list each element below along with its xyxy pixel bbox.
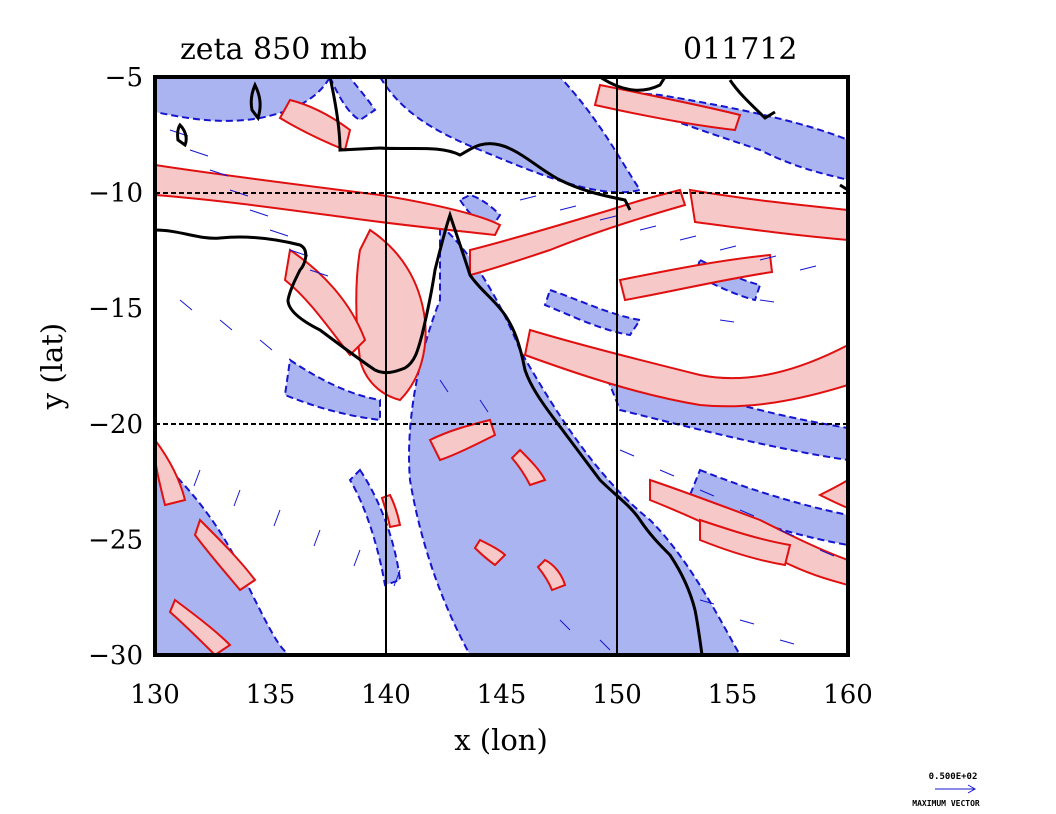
wind-vectors bbox=[169, 129, 835, 651]
positive-vorticity-fill bbox=[155, 83, 848, 655]
x-tick-label: 140 bbox=[361, 680, 411, 710]
x-tick-label: 130 bbox=[130, 680, 180, 710]
x-axis-ticks: 130 135 140 145 150 155 160 bbox=[130, 680, 873, 710]
x-tick-label: 150 bbox=[592, 680, 642, 710]
vector-key: 0.500E+02 MAXIMUM VECTOR bbox=[912, 772, 980, 808]
coastline bbox=[155, 77, 848, 655]
vector-key-arrowhead bbox=[967, 784, 977, 794]
grid-lines bbox=[155, 77, 848, 655]
chart-timestamp: 011712 bbox=[683, 32, 798, 67]
plot-area bbox=[155, 77, 848, 655]
x-tick-label: 145 bbox=[477, 680, 527, 710]
y-axis-ticks: −5 −10 −15 −20 −25 −30 bbox=[88, 63, 143, 671]
x-tick-label: 160 bbox=[823, 680, 873, 710]
y-tick-label: −10 bbox=[88, 179, 143, 209]
y-tick-label: −5 bbox=[105, 63, 143, 93]
plot-frame bbox=[153, 75, 850, 657]
y-tick-label: −15 bbox=[88, 294, 143, 324]
x-tick-label: 155 bbox=[708, 680, 758, 710]
y-axis-label: y (lat) bbox=[35, 323, 69, 410]
y-tick-label: −25 bbox=[88, 525, 143, 555]
vector-key-label: MAXIMUM VECTOR bbox=[912, 799, 980, 808]
vector-key-value: 0.500E+02 bbox=[929, 772, 978, 782]
y-tick-label: −20 bbox=[88, 410, 143, 440]
x-axis-label: x (lon) bbox=[454, 723, 548, 757]
y-tick-label: −30 bbox=[88, 641, 143, 671]
chart-title: zeta 850 mb bbox=[180, 32, 368, 67]
x-tick-label: 135 bbox=[246, 680, 296, 710]
